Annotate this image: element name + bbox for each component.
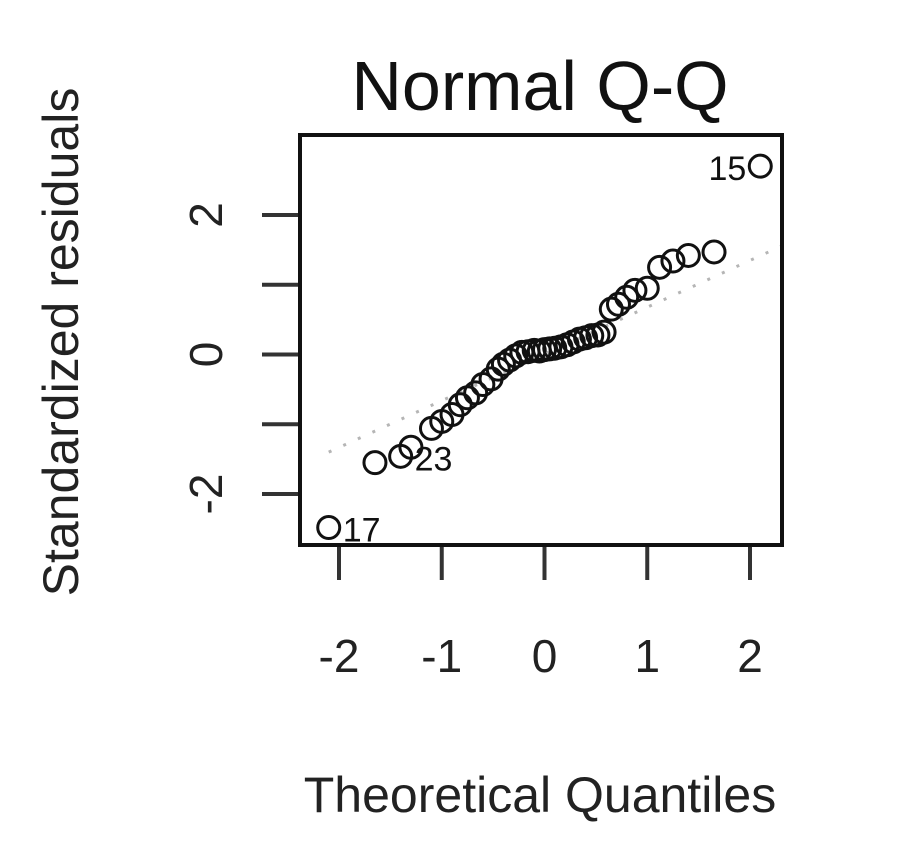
- data-point: [634, 275, 660, 301]
- data-point: [675, 242, 701, 268]
- data-point: [316, 514, 342, 540]
- y-axis-label: Standardized residuals: [33, 88, 89, 597]
- point-label: 15: [708, 150, 746, 188]
- data-point: [398, 434, 424, 460]
- points-group: [316, 153, 773, 540]
- data-point: [490, 351, 516, 377]
- chart-title: Normal Q-Q: [351, 47, 728, 125]
- plot-frame: [298, 133, 784, 547]
- data-point: [622, 277, 648, 303]
- reference-line-group: [328, 245, 782, 454]
- reference-line: [328, 245, 782, 454]
- data-point: [605, 291, 631, 317]
- y-tick-label: 0: [180, 342, 232, 368]
- data-point: [660, 248, 686, 274]
- data-point: [701, 239, 727, 265]
- data-point: [647, 254, 673, 280]
- x-tick-label: 2: [737, 630, 763, 682]
- data-point: [463, 380, 489, 406]
- axes-group: -2 -1 0 1 2 -2 0 2: [180, 202, 763, 682]
- x-tick-label: -1: [421, 630, 462, 682]
- x-tick-label: 0: [532, 630, 558, 682]
- x-tick-label: 1: [634, 630, 660, 682]
- y-tick-label: -2: [180, 474, 232, 515]
- data-point: [598, 296, 624, 322]
- data-point: [591, 319, 617, 345]
- x-axis-label: Theoretical Quantiles: [304, 767, 776, 823]
- data-point: [747, 153, 773, 179]
- y-tick-label: 2: [180, 202, 232, 228]
- data-point: [447, 392, 473, 418]
- data-point: [362, 450, 388, 476]
- data-point: [614, 284, 640, 310]
- point-label: 23: [415, 440, 453, 478]
- x-tick-label: -2: [319, 630, 360, 682]
